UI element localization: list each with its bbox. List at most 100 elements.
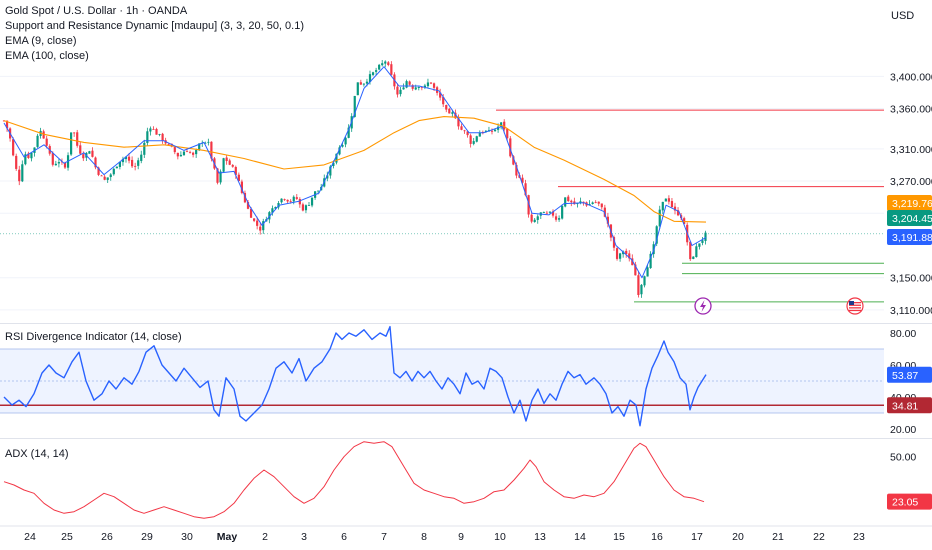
candle-up xyxy=(310,197,314,208)
candle-body xyxy=(411,85,414,89)
candle-down xyxy=(131,156,134,168)
candle-up xyxy=(149,126,152,136)
rsi-title[interactable]: RSI Divergence Indicator (14, close) xyxy=(5,331,182,343)
candle-body xyxy=(576,203,579,205)
candle-body xyxy=(475,136,478,142)
candle-up xyxy=(558,215,561,222)
candle-up xyxy=(338,145,341,156)
candle-down xyxy=(237,172,240,182)
candle-body xyxy=(124,156,128,160)
indicator-ema-100[interactable]: EMA (100, close) xyxy=(5,50,89,62)
candle-down xyxy=(173,145,176,155)
candle-body xyxy=(490,130,494,132)
candle-body xyxy=(259,226,262,231)
candle-body xyxy=(457,117,460,127)
candle-down xyxy=(12,137,15,157)
candle-down xyxy=(396,83,399,98)
candle-body xyxy=(445,105,448,110)
adx-title[interactable]: ADX (14, 14) xyxy=(5,448,69,460)
candle-down xyxy=(283,198,286,201)
time-tick-label: 3 xyxy=(301,531,307,543)
candle-body xyxy=(469,135,472,144)
time-tick-label: 16 xyxy=(651,531,663,543)
candle-body xyxy=(24,154,27,165)
candle-body xyxy=(567,196,570,202)
currency-label[interactable]: USD xyxy=(891,10,915,22)
candle-up xyxy=(493,128,497,132)
candle-up xyxy=(576,203,579,208)
candle-body xyxy=(131,159,134,167)
candle-body xyxy=(548,211,552,213)
candle-body xyxy=(30,152,33,159)
flag-canton xyxy=(849,301,854,305)
candle-up xyxy=(118,161,121,170)
candle-body xyxy=(192,152,195,155)
us-flag-event-icon xyxy=(846,297,864,315)
candle-body xyxy=(134,165,137,167)
candle-body xyxy=(527,195,530,215)
candle-down xyxy=(152,126,155,130)
price-badge-1-text: 3,219.763 xyxy=(892,198,932,210)
candle-up xyxy=(143,139,146,158)
candle-body xyxy=(70,132,73,155)
candle-body xyxy=(21,164,24,182)
candle-up xyxy=(539,212,542,219)
price-tick-label: 3,110.000 xyxy=(890,305,932,317)
candle-down xyxy=(228,158,231,166)
time-tick-label: 22 xyxy=(813,531,825,543)
candle-body xyxy=(564,197,567,207)
symbol-title[interactable]: Gold Spot / U.S. Dollar · 1h · OANDA xyxy=(5,5,188,17)
candle-down xyxy=(73,132,76,137)
candle-body xyxy=(286,199,289,202)
candle-up xyxy=(649,251,652,269)
candle-up xyxy=(106,177,109,183)
candle-down xyxy=(91,147,94,158)
candle-body xyxy=(12,139,15,156)
candle-body xyxy=(91,150,94,157)
candle-body xyxy=(295,197,298,199)
candle-down xyxy=(606,212,609,228)
candle-up xyxy=(344,136,347,148)
candle-body xyxy=(137,160,140,166)
candle-body xyxy=(188,151,192,153)
candle-body xyxy=(484,130,487,133)
candle-body xyxy=(414,87,417,90)
candle-down xyxy=(51,151,54,167)
candle-body xyxy=(15,155,18,169)
indicator-support-resistance[interactable]: Support and Resistance Dynamic [mdaupu] … xyxy=(5,20,304,32)
candle-up xyxy=(536,214,539,224)
candle-body xyxy=(18,169,21,182)
indicator-ema-9[interactable]: EMA (9, close) xyxy=(5,35,77,47)
candle-body xyxy=(317,190,320,192)
candle-down xyxy=(127,153,131,164)
candle-body xyxy=(182,151,186,156)
candle-down xyxy=(667,195,670,205)
candle-down xyxy=(582,201,585,206)
candle-body xyxy=(649,253,652,269)
time-tick-label: 20 xyxy=(732,531,744,543)
time-tick-label: 23 xyxy=(853,531,865,543)
candle-body xyxy=(530,214,533,222)
candle-body xyxy=(249,208,253,218)
candle-body xyxy=(283,199,286,201)
candle-body xyxy=(82,154,85,159)
candle-up xyxy=(619,252,622,262)
candle-down xyxy=(103,175,106,181)
candle-body xyxy=(158,134,161,135)
price-tick-label: 3,150.000 xyxy=(890,273,932,285)
candle-up xyxy=(112,167,115,176)
candle-up xyxy=(222,157,225,173)
candle-body xyxy=(341,145,344,147)
candle-body xyxy=(368,74,372,82)
candle-down xyxy=(390,61,393,76)
price-badge-1-bg xyxy=(887,195,932,211)
candle-up xyxy=(88,150,91,154)
candle-body xyxy=(268,212,271,220)
candle-down xyxy=(192,151,195,158)
candle-up xyxy=(561,204,564,220)
candle-up xyxy=(664,198,667,202)
price-badge-2: 3,204.450 xyxy=(887,210,932,226)
candle-body xyxy=(384,61,387,64)
candle-body xyxy=(143,142,146,155)
